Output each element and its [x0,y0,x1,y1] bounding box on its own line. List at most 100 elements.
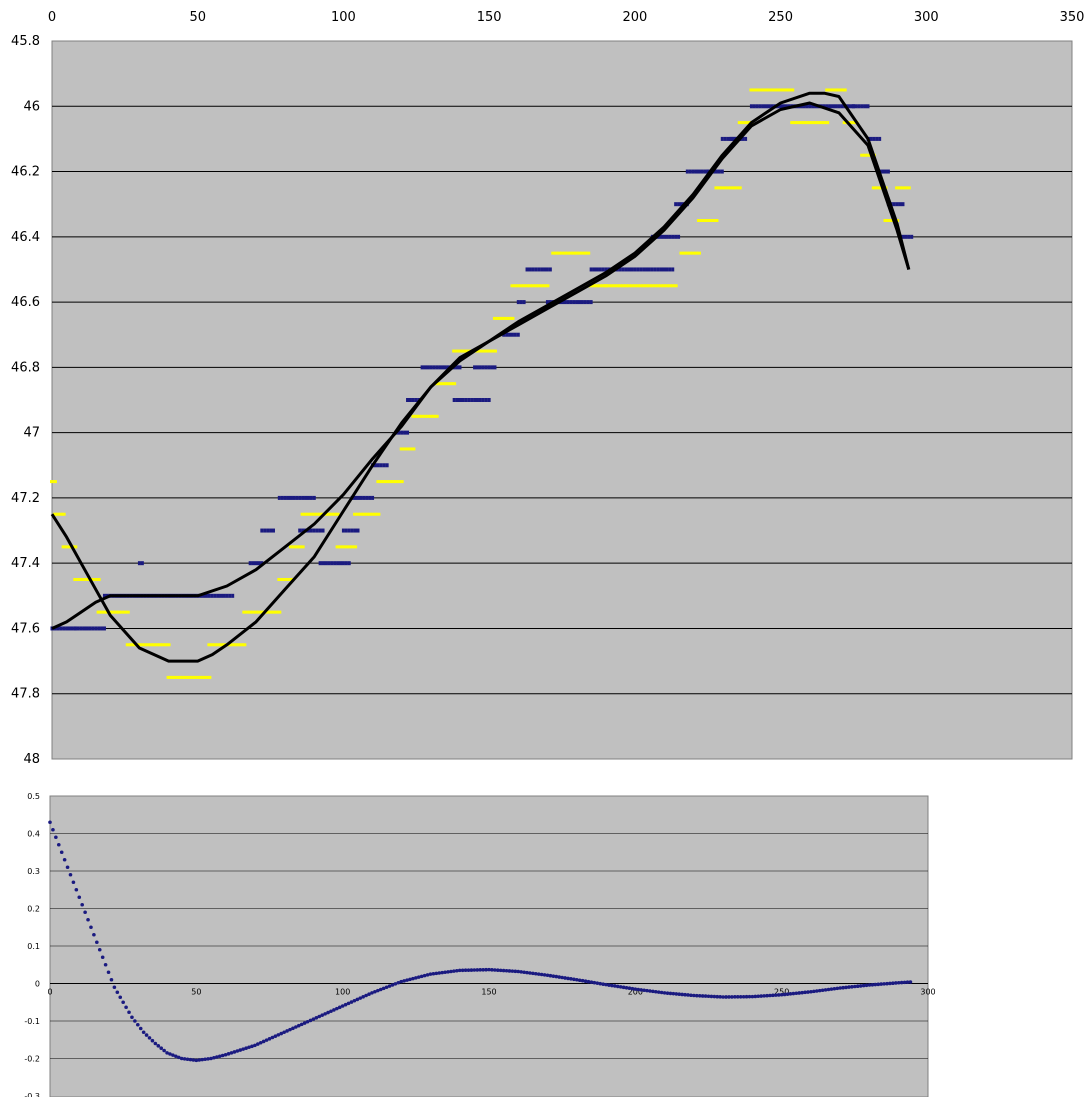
chart-top-yellow-point [492,316,497,320]
chart-top-blue-point [301,528,305,533]
chart-top-blue-point [339,561,343,566]
chart-top-yellow-point [198,675,203,679]
chart-top-blue-point [572,300,576,305]
chart-top-yellow-point [565,251,570,255]
chart-top-y-tick-label: 47.4 [11,556,40,571]
chart-bottom-point [838,986,842,990]
chart-bottom-point [730,995,734,999]
chart-top-blue-point [470,398,474,402]
chart-top-blue-point [784,104,788,109]
chart-top-blue-point [872,136,876,141]
chart-bottom-point [346,1001,351,1006]
chart-top-yellow-point [131,643,136,647]
chart-top-blue-point [840,104,844,109]
chart-bottom-point [803,990,807,995]
chart-bottom-point [536,972,541,976]
chart-top-blue-point [767,104,771,109]
chart-bottom-point [659,990,664,995]
chart-top-yellow-point [574,251,579,255]
chart-bottom-point [651,989,655,994]
chart-top-yellow-point [536,284,541,288]
chart-top-blue-point [901,202,905,207]
chart-bottom-point [255,1042,260,1046]
chart-top-yellow-point [420,414,425,418]
chart-top-blue-point [426,365,430,370]
chart-bottom-gridlines [50,833,928,1059]
chart-top-blue-point [569,300,573,305]
chart-top-gridlines [52,105,1072,695]
chart-bottom-point [226,1052,231,1056]
chart-bottom-point [733,995,737,999]
chart-top-yellow-point [667,284,672,288]
chart-top-yellow-point [650,284,655,288]
chart-top-blue-point [359,495,363,500]
chart-bottom-point [774,993,778,997]
chart-top-blue-point [100,626,104,631]
chart-top-yellow-point [825,88,830,92]
chart-top-blue-point [73,626,77,631]
chart-bottom-point [54,835,58,840]
chart-top-blue-point [481,365,485,370]
chart-bottom-point [162,1048,166,1053]
chart-top-blue-point [592,267,596,272]
chart-top-blue-point [344,528,348,533]
chart-bottom-point [115,990,120,995]
chart-top-blue-point [895,202,899,207]
chart-bottom-point [627,986,632,991]
chart-bottom-point [343,1002,348,1007]
chart-top-blue-point [481,398,485,402]
chart-bottom-point [548,973,553,978]
chart-bottom-point [607,983,611,987]
chart-bottom-point [788,992,793,996]
chart-top-blue-point [318,528,322,533]
chart-top-blue-point [79,626,83,631]
chart-bottom-point [604,982,608,987]
chart-top-yellow-point [632,284,637,288]
chart-top-yellow-point [813,121,818,125]
chart-bottom-point [419,974,424,979]
chart-top-blue-point [82,626,86,631]
chart-top-blue-point [575,300,579,305]
chart-top-yellow-point [382,480,387,484]
chart-top-blue-point [601,267,605,272]
chart-top-blue-point [321,561,325,566]
chart-top-yellow-point [350,545,355,549]
chart-top-yellow-point [364,512,369,516]
chart-top-yellow-point [664,284,669,288]
chart-top-yellow-point [312,512,317,516]
chart-top-blue-point [295,495,299,500]
chart-top-blue-point [662,234,666,239]
chart-top-yellow-point [746,121,751,125]
chart-bottom-point [100,955,105,960]
chart-bottom-point [335,1006,339,1011]
chart-top-blue-point [429,365,433,370]
chart-top-blue-point [537,267,541,272]
chart-bottom-point [858,984,863,988]
chart-top-yellow-point [542,284,547,288]
chart-top-yellow-point [344,545,349,549]
chart-top-yellow-point [143,643,148,647]
chart-top-yellow-point [478,349,483,353]
chart-top-yellow-point [256,610,261,614]
chart-bottom-point [396,980,401,985]
chart-top-yellow-point [560,251,564,255]
chart-top-yellow-point [720,186,725,190]
chart-top-yellow-point [388,480,393,484]
chart-bottom-point [621,985,626,990]
chart-top-yellow-point [55,512,60,516]
chart-bottom-point [615,984,620,989]
chart-top-yellow-point [530,284,535,288]
chart-top-yellow-point [326,512,331,516]
chart-top-yellow-point [906,186,911,190]
chart-top-blue-point [717,169,721,174]
chart-top-yellow-point [641,284,646,288]
chart-top-yellow-point [338,545,343,549]
chart-top-blue-point [347,561,351,566]
chart-top-blue-point [822,104,826,109]
chart-bottom-point [469,968,474,972]
chart-top-blue-point [406,430,410,435]
chart-top-yellow-point [801,121,806,125]
chart-top-yellow-point [723,186,728,190]
chart-top-yellow-point [609,284,614,288]
chart-bottom-point [850,985,854,989]
